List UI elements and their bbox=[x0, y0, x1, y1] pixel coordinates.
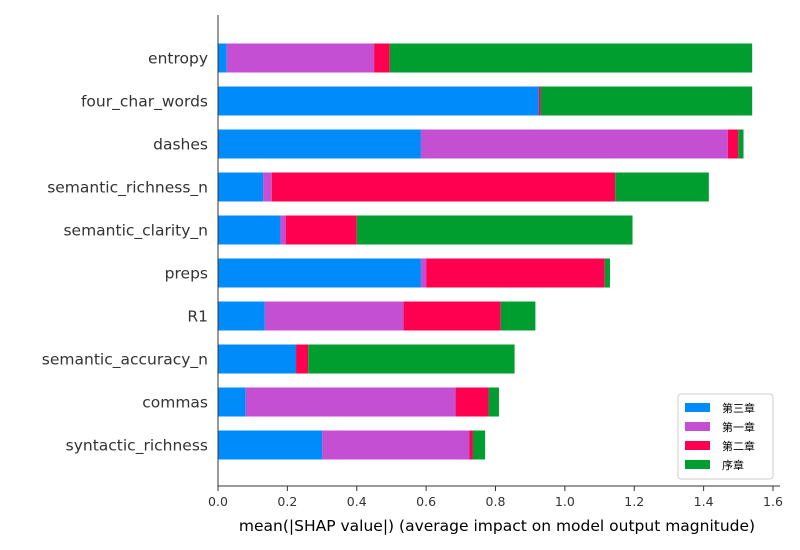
bar-commas-series-1 bbox=[245, 387, 456, 417]
bar-commas-series-2 bbox=[455, 387, 489, 417]
legend-label: 第一章 bbox=[722, 420, 755, 434]
bar-four_char_words-series-3 bbox=[540, 86, 753, 116]
legend-swatch bbox=[685, 460, 710, 469]
bar-R1-series-3 bbox=[500, 301, 536, 331]
bar-semantic_clarity_n-series-2 bbox=[285, 215, 357, 245]
bar-preps-series-3 bbox=[604, 258, 610, 288]
x-tick-label: 0.0 bbox=[208, 494, 228, 509]
legend-label: 第二章 bbox=[722, 439, 755, 453]
legend-swatch bbox=[685, 441, 710, 450]
y-label-R1: R1 bbox=[187, 308, 208, 326]
bar-R1-series-0 bbox=[218, 301, 265, 331]
bar-syntactic_richness-series-0 bbox=[218, 430, 323, 460]
y-label-preps: preps bbox=[165, 265, 208, 283]
y-label-four_char_words: four_char_words bbox=[81, 93, 208, 112]
x-axis-title: mean(|SHAP value|) (average impact on mo… bbox=[239, 517, 755, 535]
x-axis-ticks: 0.0 0.2 0.4 0.6 0.8 1.0 1.2 1.4 1.6 bbox=[208, 486, 783, 509]
bar-entropy-series-2 bbox=[374, 43, 390, 73]
bar-semantic_accuracy_n-series-2 bbox=[296, 344, 309, 374]
legend-label: 序章 bbox=[722, 458, 744, 472]
bar-preps-series-1 bbox=[420, 258, 427, 288]
legend-label: 第三章 bbox=[722, 401, 755, 415]
y-label-commas: commas bbox=[142, 394, 208, 412]
bar-semantic_clarity_n-series-0 bbox=[218, 215, 281, 245]
bar-semantic_clarity_n-series-1 bbox=[280, 215, 286, 245]
bar-entropy-series-3 bbox=[389, 43, 753, 73]
bar-four_char_words-series-2 bbox=[538, 86, 541, 116]
legend-box bbox=[677, 393, 774, 480]
x-tick-label: 1.6 bbox=[763, 494, 783, 509]
bar-dashes-series-1 bbox=[420, 129, 728, 159]
bar-semantic_clarity_n-series-3 bbox=[356, 215, 633, 245]
bar-semantic_richness_n-series-3 bbox=[615, 172, 709, 202]
x-tick-label: 0.8 bbox=[486, 494, 506, 509]
bar-semantic_richness_n-series-1 bbox=[263, 172, 272, 202]
bar-commas-series-0 bbox=[218, 387, 246, 417]
bar-semantic_accuracy_n-series-3 bbox=[308, 344, 515, 374]
y-label-syntactic_richness: syntactic_richness bbox=[66, 437, 208, 456]
bar-semantic_accuracy_n-series-0 bbox=[218, 344, 297, 374]
bar-preps-series-0 bbox=[218, 258, 421, 288]
x-tick-label: 1.2 bbox=[624, 494, 644, 509]
x-tick-label: 1.4 bbox=[694, 494, 714, 509]
bar-semantic_richness_n-series-2 bbox=[271, 172, 616, 202]
y-label-semantic_accuracy_n: semantic_accuracy_n bbox=[42, 351, 208, 370]
bar-preps-series-2 bbox=[426, 258, 605, 288]
bar-semantic_richness_n-series-0 bbox=[218, 172, 264, 202]
bar-commas-series-3 bbox=[488, 387, 499, 417]
legend-swatch bbox=[685, 422, 710, 431]
y-label-semantic_clarity_n: semantic_clarity_n bbox=[63, 222, 208, 241]
bar-R1-series-2 bbox=[403, 301, 501, 331]
bar-dashes-series-3 bbox=[738, 129, 744, 159]
bar-four_char_words-series-0 bbox=[218, 86, 539, 116]
x-tick-label: 0.6 bbox=[416, 494, 436, 509]
x-tick-label: 1.0 bbox=[555, 494, 575, 509]
bar-syntactic_richness-series-3 bbox=[472, 430, 486, 460]
y-label-entropy: entropy bbox=[148, 50, 208, 68]
legend-swatch bbox=[685, 403, 710, 412]
bar-R1-series-1 bbox=[264, 301, 404, 331]
bar-syntactic_richness-series-2 bbox=[469, 430, 473, 460]
x-tick-label: 0.4 bbox=[347, 494, 367, 509]
bar-entropy-series-0 bbox=[218, 43, 227, 73]
bar-dashes-series-0 bbox=[218, 129, 421, 159]
y-label-dashes: dashes bbox=[153, 136, 208, 154]
bar-entropy-series-1 bbox=[226, 43, 375, 73]
y-label-semantic_richness_n: semantic_richness_n bbox=[47, 179, 208, 198]
bar-syntactic_richness-series-1 bbox=[322, 430, 470, 460]
x-tick-label: 0.2 bbox=[277, 494, 297, 509]
bars-group bbox=[218, 43, 753, 460]
bar-dashes-series-2 bbox=[727, 129, 739, 159]
